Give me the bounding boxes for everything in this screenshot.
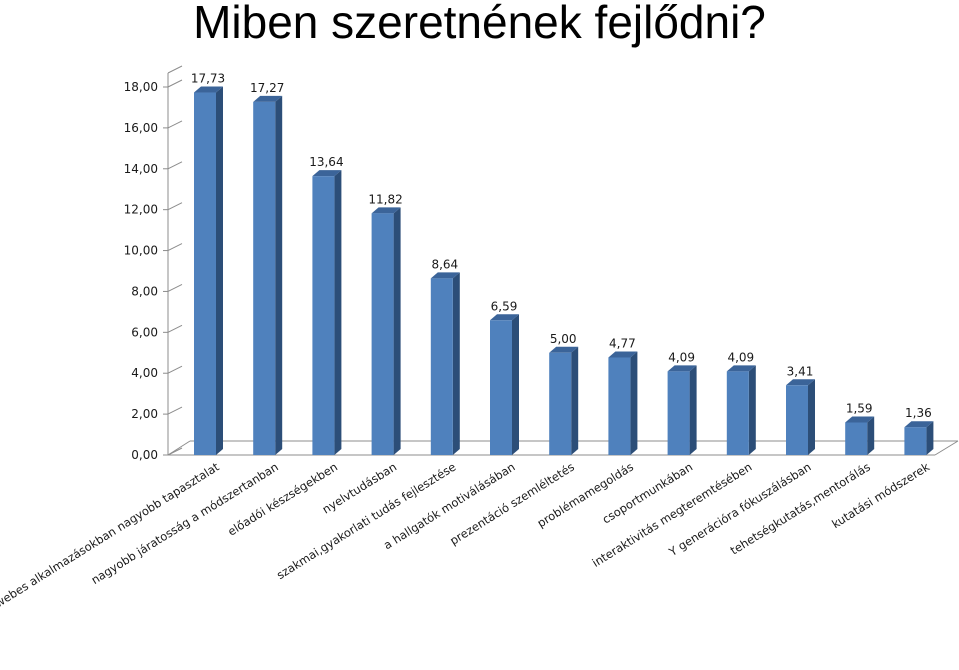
bar-side-face bbox=[216, 86, 223, 456]
y-tick-label: 0,00 bbox=[131, 448, 158, 462]
bar-top-face bbox=[490, 314, 519, 321]
floor-right-edge bbox=[934, 440, 959, 456]
data-label: 17,73 bbox=[191, 72, 225, 86]
x-tick-label: IKT, webes alkalmazásokban nagyobb tapas… bbox=[0, 459, 222, 623]
y-tick-label: 14,00 bbox=[124, 162, 158, 176]
bar bbox=[608, 351, 638, 455]
data-label: 4,77 bbox=[609, 336, 636, 350]
bar-top-face bbox=[845, 416, 875, 423]
bar bbox=[430, 272, 460, 455]
y-tick-label: 8,00 bbox=[131, 284, 158, 298]
bar-side-face bbox=[748, 365, 756, 455]
bar-front-face bbox=[371, 213, 394, 455]
data-label: 4,09 bbox=[727, 350, 754, 364]
bar-side-face bbox=[275, 95, 283, 456]
bar-side-face bbox=[571, 346, 579, 455]
bar bbox=[786, 379, 815, 455]
y-tick-guide bbox=[167, 243, 183, 252]
bar-side-face bbox=[689, 365, 697, 455]
bar bbox=[194, 86, 223, 456]
bar-front-face bbox=[549, 352, 572, 455]
data-label: 1,36 bbox=[905, 406, 932, 420]
bar-top-face bbox=[667, 365, 697, 372]
chart-bars bbox=[194, 86, 934, 456]
y-axis-depth-line bbox=[167, 65, 183, 74]
bar-front-face bbox=[786, 385, 808, 455]
bar-front-face bbox=[845, 422, 868, 455]
y-tick-label: 12,00 bbox=[124, 203, 158, 217]
bar-front-face bbox=[253, 101, 276, 456]
bar-front-face bbox=[667, 371, 690, 455]
bar-top-face bbox=[726, 365, 756, 372]
bar bbox=[312, 170, 342, 456]
bar-front-face bbox=[904, 427, 927, 455]
bar-top-face bbox=[786, 379, 815, 386]
data-label: 1,59 bbox=[846, 401, 873, 415]
data-label: 13,64 bbox=[309, 155, 343, 169]
x-tick-label: problémamegoldás bbox=[535, 460, 636, 531]
bar-side-face bbox=[630, 351, 638, 455]
x-tick-label: előadói készségekben bbox=[225, 460, 340, 539]
bar bbox=[667, 365, 697, 455]
data-label: 5,00 bbox=[550, 332, 577, 346]
bar-top-face bbox=[312, 170, 342, 177]
x-axis-labels: IKT, webes alkalmazásokban nagyobb tapas… bbox=[0, 459, 932, 623]
bar-front-face bbox=[194, 92, 216, 456]
x-tick-label: kutatási módszerek bbox=[829, 459, 932, 531]
bar-side-face bbox=[926, 421, 934, 455]
bar bbox=[371, 207, 401, 455]
page-title: Miben szeretnének fejlődni? bbox=[193, 0, 766, 48]
y-tick-label: 6,00 bbox=[131, 325, 158, 339]
bar-side-face bbox=[867, 416, 875, 455]
bar-top-face bbox=[904, 421, 934, 428]
y-tick-label: 18,00 bbox=[124, 80, 158, 94]
bar-front-face bbox=[312, 176, 335, 456]
bar-front-face bbox=[430, 278, 453, 455]
data-label: 17,27 bbox=[250, 81, 284, 95]
y-tick-guide bbox=[167, 202, 183, 211]
y-tick-guide bbox=[167, 406, 183, 415]
bar-side-face bbox=[452, 272, 460, 455]
data-label: 3,41 bbox=[787, 364, 814, 378]
y-tick-guide bbox=[167, 283, 183, 292]
data-label: 4,09 bbox=[668, 350, 695, 364]
y-tick-label: 2,00 bbox=[131, 407, 158, 421]
data-labels: 17,73 17,27 13,64 11,82 8,64 6,59 5,00 4,77 4,09… bbox=[191, 72, 932, 421]
bar bbox=[549, 346, 579, 455]
bar-side-face bbox=[512, 314, 519, 455]
bar bbox=[253, 95, 283, 456]
bar-side-face bbox=[334, 170, 342, 456]
bar-top-face bbox=[194, 86, 223, 93]
y-tick-guide bbox=[167, 324, 183, 333]
bar-top-face bbox=[253, 95, 283, 102]
y-axis-ticks: 0,00 2,00 4,00 6,00 8,00 10,00 12,00 14,00 16,00… bbox=[124, 79, 183, 462]
bar-front-face bbox=[726, 371, 749, 455]
y-tick-guide bbox=[167, 447, 183, 456]
bar bbox=[726, 365, 756, 455]
bar-front-face bbox=[608, 357, 631, 455]
y-tick-label: 16,00 bbox=[124, 121, 158, 135]
y-tick-guide bbox=[167, 365, 183, 374]
bar-top-face bbox=[430, 272, 460, 279]
bar-side-face bbox=[393, 207, 401, 455]
bar-top-face bbox=[549, 346, 579, 353]
y-tick-label: 4,00 bbox=[131, 366, 158, 380]
bar-top-face bbox=[371, 207, 401, 214]
data-label: 8,64 bbox=[431, 257, 458, 271]
bar bbox=[490, 314, 519, 455]
y-tick-guide bbox=[167, 79, 183, 88]
data-label: 6,59 bbox=[491, 299, 518, 313]
y-tick-guide bbox=[167, 120, 183, 129]
data-label: 11,82 bbox=[368, 192, 402, 206]
bar-front-face bbox=[490, 320, 512, 455]
bar-side-face bbox=[808, 379, 815, 455]
y-tick-guide bbox=[167, 161, 183, 170]
bar-top-face bbox=[608, 351, 638, 358]
bar bbox=[845, 416, 875, 455]
bar bbox=[904, 421, 934, 455]
y-tick-label: 10,00 bbox=[124, 244, 158, 258]
